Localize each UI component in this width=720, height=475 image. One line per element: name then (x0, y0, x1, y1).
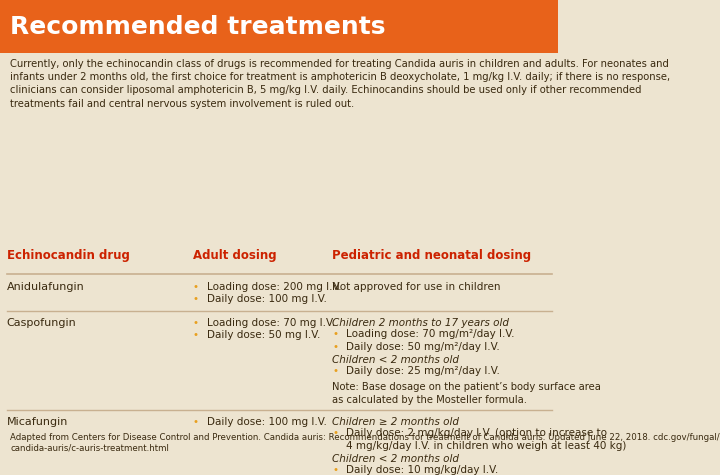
Text: Loading dose: 70 mg/m²/day I.V.: Loading dose: 70 mg/m²/day I.V. (346, 329, 515, 339)
Text: Children < 2 months old: Children < 2 months old (332, 355, 459, 365)
Text: •: • (193, 318, 199, 328)
Text: Children 2 months to 17 years old: Children 2 months to 17 years old (332, 318, 509, 328)
Text: Pediatric and neonatal dosing: Pediatric and neonatal dosing (332, 248, 531, 262)
Text: •: • (332, 366, 338, 376)
Text: Children < 2 months old: Children < 2 months old (332, 454, 459, 464)
Text: •: • (193, 417, 199, 427)
Text: Daily dose: 2 mg/kg/day I.V. (option to increase to
4 mg/kg/day I.V. in children: Daily dose: 2 mg/kg/day I.V. (option to … (346, 428, 626, 451)
Text: •: • (193, 283, 199, 293)
Text: Adapted from Centers for Disease Control and Prevention. Candida auris: Recommen: Adapted from Centers for Disease Control… (10, 433, 720, 453)
Text: Currently, only the echinocandin class of drugs is recommended for treating Cand: Currently, only the echinocandin class o… (10, 59, 670, 109)
Text: Recommended treatments: Recommended treatments (10, 15, 385, 39)
Text: Daily dose: 25 mg/m²/day I.V.: Daily dose: 25 mg/m²/day I.V. (346, 366, 500, 376)
Text: •: • (332, 428, 338, 438)
Text: Caspofungin: Caspofungin (6, 318, 76, 328)
Text: Adult dosing: Adult dosing (193, 248, 276, 262)
Text: Echinocandin drug: Echinocandin drug (6, 248, 130, 262)
Text: •: • (193, 294, 199, 304)
Text: Children ≥ 2 months old: Children ≥ 2 months old (332, 417, 459, 427)
Text: Loading dose: 70 mg I.V.: Loading dose: 70 mg I.V. (207, 318, 335, 328)
FancyBboxPatch shape (0, 0, 558, 53)
Text: Daily dose: 50 mg/m²/day I.V.: Daily dose: 50 mg/m²/day I.V. (346, 342, 500, 352)
Text: Daily dose: 100 mg I.V.: Daily dose: 100 mg I.V. (207, 294, 326, 304)
Text: Daily dose: 100 mg I.V.: Daily dose: 100 mg I.V. (207, 417, 326, 427)
Text: •: • (193, 330, 199, 340)
Text: Note: Base dosage on the patient’s body surface area
as calculated by the Mostel: Note: Base dosage on the patient’s body … (332, 382, 601, 405)
Text: Daily dose: 10 mg/kg/day I.V.: Daily dose: 10 mg/kg/day I.V. (346, 465, 498, 475)
Text: Daily dose: 50 mg I.V.: Daily dose: 50 mg I.V. (207, 330, 320, 340)
Text: Loading dose: 200 mg I.V.: Loading dose: 200 mg I.V. (207, 283, 341, 293)
Text: Not approved for use in children: Not approved for use in children (332, 283, 500, 293)
Text: •: • (332, 342, 338, 352)
Text: Anidulafungin: Anidulafungin (6, 283, 84, 293)
Text: •: • (332, 465, 338, 475)
Text: Micafungin: Micafungin (6, 417, 68, 427)
Text: •: • (332, 329, 338, 339)
